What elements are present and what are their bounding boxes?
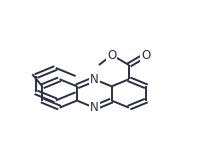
Text: O: O [107, 49, 117, 62]
Text: N: N [90, 73, 99, 86]
Text: O: O [141, 49, 151, 62]
Text: N: N [90, 101, 99, 114]
